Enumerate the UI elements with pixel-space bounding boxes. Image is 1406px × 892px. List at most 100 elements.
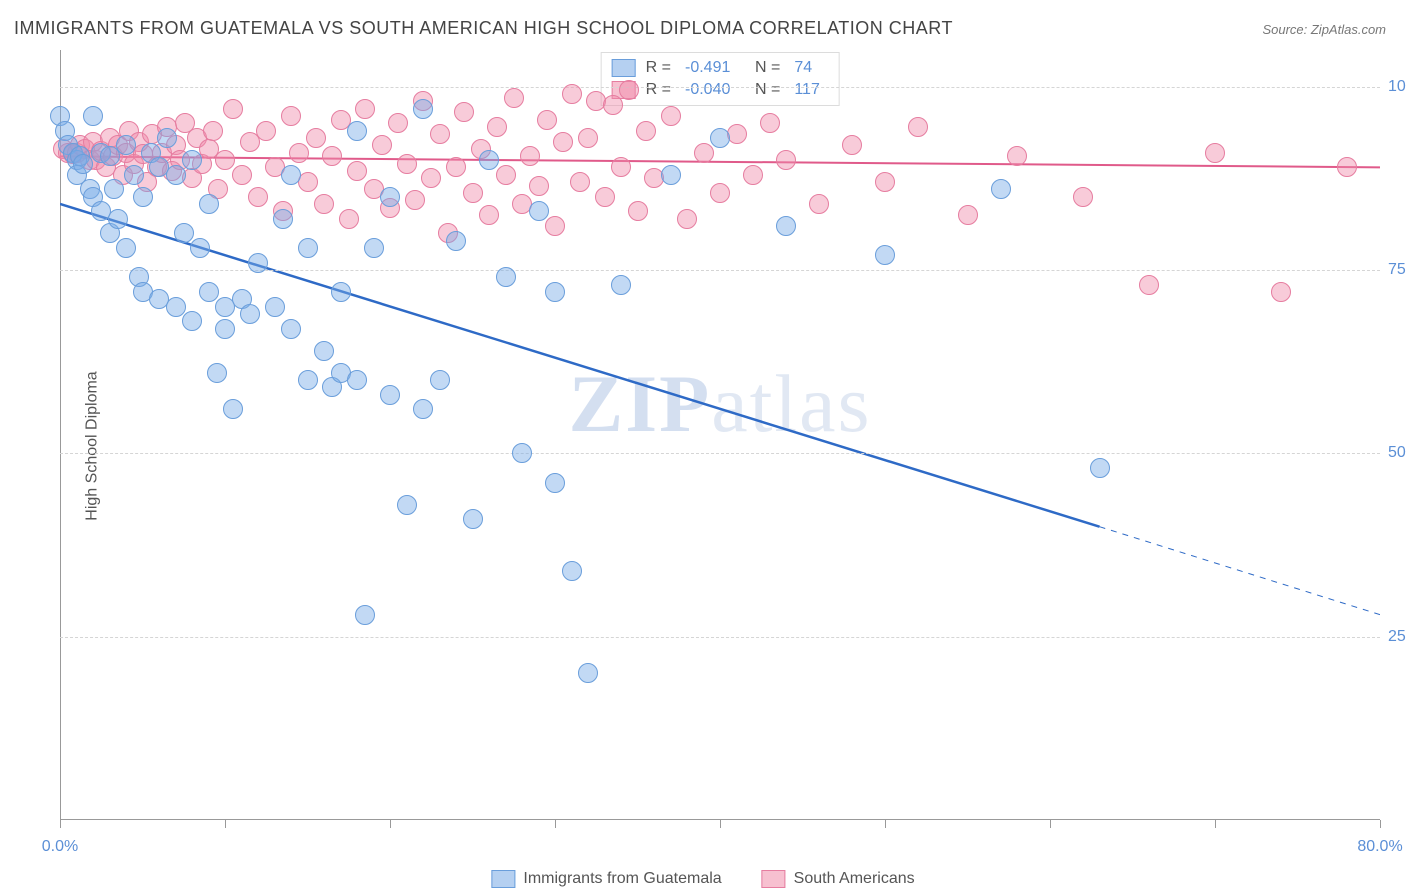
scatter-point bbox=[166, 165, 186, 185]
scatter-point bbox=[397, 495, 417, 515]
x-tick-mark bbox=[555, 820, 556, 828]
grid-line bbox=[60, 453, 1380, 454]
x-tick-mark bbox=[1215, 820, 1216, 828]
scatter-point bbox=[677, 209, 697, 229]
scatter-point bbox=[430, 124, 450, 144]
scatter-point bbox=[166, 297, 186, 317]
scatter-point bbox=[223, 99, 243, 119]
scatter-point bbox=[496, 267, 516, 287]
scatter-point bbox=[908, 117, 928, 137]
scatter-point bbox=[446, 231, 466, 251]
grid-line bbox=[60, 87, 1380, 88]
scatter-point bbox=[545, 282, 565, 302]
scatter-point bbox=[454, 102, 474, 122]
scatter-point bbox=[215, 319, 235, 339]
scatter-point bbox=[223, 399, 243, 419]
scatter-point bbox=[710, 128, 730, 148]
scatter-point bbox=[331, 282, 351, 302]
scatter-point bbox=[611, 157, 631, 177]
scatter-point bbox=[463, 509, 483, 529]
scatter-point bbox=[289, 143, 309, 163]
scatter-point bbox=[413, 99, 433, 119]
scatter-point bbox=[199, 282, 219, 302]
scatter-point bbox=[240, 304, 260, 324]
y-tick-label: 50.0% bbox=[1388, 444, 1406, 462]
scatter-point bbox=[421, 168, 441, 188]
scatter-point bbox=[694, 143, 714, 163]
x-tick-mark bbox=[1050, 820, 1051, 828]
regression-line bbox=[60, 156, 1380, 167]
scatter-point bbox=[1007, 146, 1027, 166]
scatter-point bbox=[496, 165, 516, 185]
y-axis-line bbox=[60, 50, 61, 820]
scatter-point bbox=[248, 187, 268, 207]
scatter-point bbox=[619, 80, 639, 100]
scatter-point bbox=[281, 165, 301, 185]
scatter-point bbox=[203, 121, 223, 141]
scatter-point bbox=[611, 275, 631, 295]
scatter-point bbox=[529, 176, 549, 196]
x-tick-mark bbox=[60, 820, 61, 828]
correlation-legend: R =-0.491N =74R =-0.040N =117 bbox=[601, 52, 840, 106]
scatter-point bbox=[562, 84, 582, 104]
regression-line-extrapolated bbox=[1100, 527, 1381, 615]
scatter-point bbox=[479, 150, 499, 170]
scatter-point bbox=[1337, 157, 1357, 177]
scatter-point bbox=[190, 238, 210, 258]
scatter-point bbox=[174, 223, 194, 243]
scatter-point bbox=[1205, 143, 1225, 163]
scatter-point bbox=[232, 165, 252, 185]
scatter-point bbox=[1139, 275, 1159, 295]
scatter-point bbox=[479, 205, 499, 225]
scatter-point bbox=[380, 385, 400, 405]
scatter-point bbox=[875, 245, 895, 265]
x-tick-mark bbox=[720, 820, 721, 828]
legend-swatch bbox=[491, 870, 515, 888]
legend-r-label: R = bbox=[646, 79, 671, 101]
legend-n-value: 117 bbox=[794, 79, 828, 101]
scatter-point bbox=[578, 663, 598, 683]
scatter-point bbox=[504, 88, 524, 108]
scatter-point bbox=[133, 187, 153, 207]
scatter-point bbox=[355, 605, 375, 625]
scatter-point bbox=[182, 150, 202, 170]
x-tick-mark bbox=[390, 820, 391, 828]
scatter-point bbox=[182, 311, 202, 331]
scatter-point bbox=[306, 128, 326, 148]
scatter-point bbox=[1073, 187, 1093, 207]
scatter-point bbox=[958, 205, 978, 225]
scatter-point bbox=[661, 165, 681, 185]
scatter-point bbox=[405, 190, 425, 210]
scatter-point bbox=[578, 128, 598, 148]
scatter-point bbox=[380, 187, 400, 207]
legend-r-label: R = bbox=[646, 57, 671, 79]
legend-n-label: N = bbox=[755, 79, 780, 101]
legend-row: R =-0.040N =117 bbox=[612, 79, 829, 101]
scatter-point bbox=[372, 135, 392, 155]
legend-label: South Americans bbox=[794, 870, 915, 888]
legend-row: R =-0.491N =74 bbox=[612, 57, 829, 79]
scatter-point bbox=[430, 370, 450, 390]
scatter-point bbox=[157, 128, 177, 148]
scatter-point bbox=[73, 154, 93, 174]
legend-swatch bbox=[612, 59, 636, 77]
scatter-point bbox=[256, 121, 276, 141]
y-tick-label: 75.0% bbox=[1388, 261, 1406, 279]
scatter-point bbox=[413, 399, 433, 419]
scatter-point bbox=[760, 113, 780, 133]
scatter-point bbox=[446, 157, 466, 177]
x-tick-label: 0.0% bbox=[42, 838, 78, 856]
scatter-point bbox=[124, 165, 144, 185]
legend-label: Immigrants from Guatemala bbox=[523, 870, 721, 888]
scatter-point bbox=[207, 363, 227, 383]
scatter-point bbox=[545, 216, 565, 236]
scatter-point bbox=[199, 194, 219, 214]
watermark-atlas: atlas bbox=[711, 358, 871, 449]
regression-lines-layer bbox=[60, 50, 1380, 820]
scatter-point bbox=[116, 238, 136, 258]
scatter-point bbox=[355, 99, 375, 119]
watermark-zip: ZIP bbox=[569, 358, 712, 449]
scatter-point bbox=[512, 443, 532, 463]
scatter-point bbox=[347, 161, 367, 181]
series-legend: Immigrants from Guatemala South Americans bbox=[491, 870, 914, 888]
